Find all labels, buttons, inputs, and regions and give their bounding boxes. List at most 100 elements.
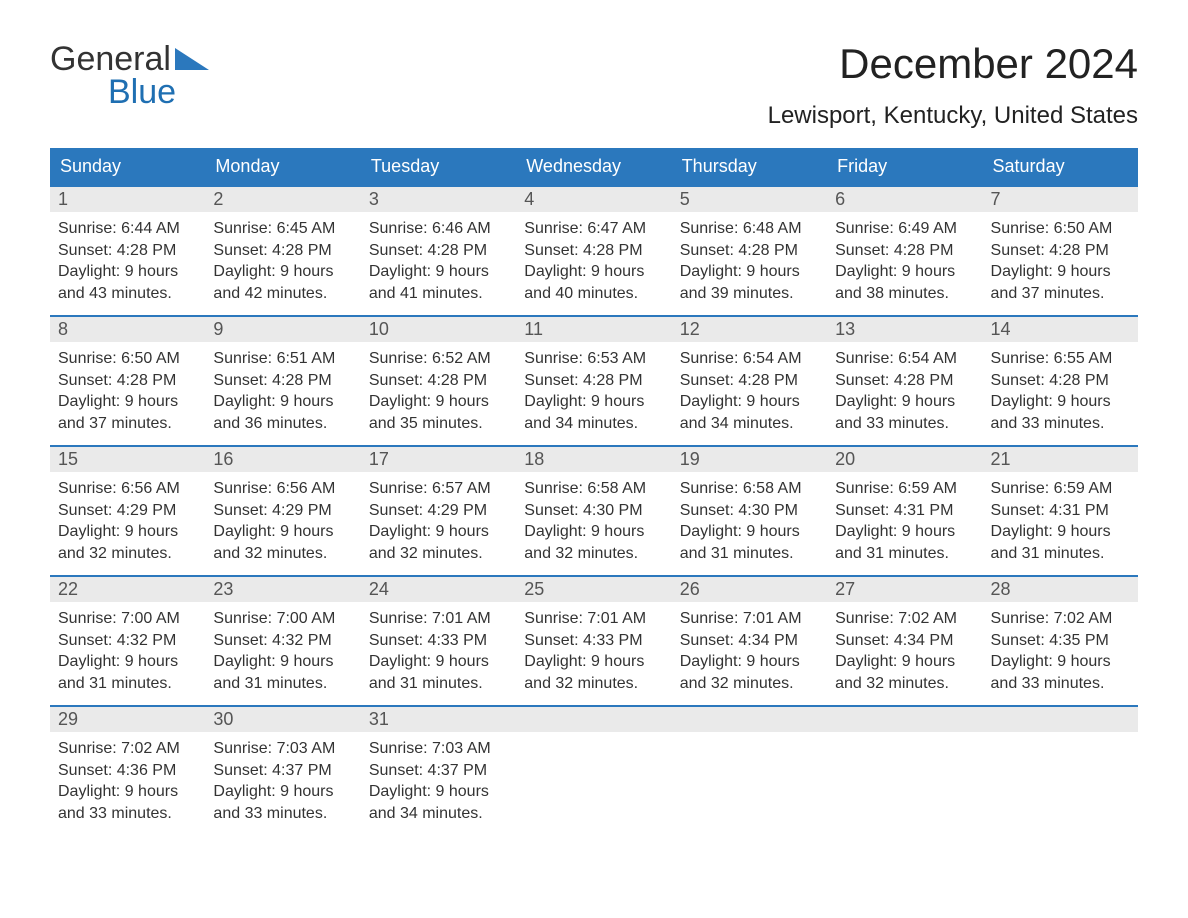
cell-body: Sunrise: 6:52 AMSunset: 4:28 PMDaylight:… <box>361 342 516 444</box>
cell-line-sunrise: Sunrise: 6:44 AM <box>58 218 197 240</box>
cell-body: Sunrise: 6:54 AMSunset: 4:28 PMDaylight:… <box>672 342 827 444</box>
cell-line-d2: and 39 minutes. <box>680 283 819 305</box>
cell-line-sunset: Sunset: 4:30 PM <box>680 500 819 522</box>
cell-line-d1: Daylight: 9 hours <box>835 391 974 413</box>
cell-body: Sunrise: 6:50 AMSunset: 4:28 PMDaylight:… <box>50 342 205 444</box>
calendar-cell: 13 Sunrise: 6:54 AMSunset: 4:28 PMDayligh… <box>827 317 982 445</box>
day-number: 13 <box>827 317 982 342</box>
cell-line-sunrise: Sunrise: 6:52 AM <box>369 348 508 370</box>
day-header: Wednesday <box>516 148 671 185</box>
cell-line-sunset: Sunset: 4:28 PM <box>213 370 352 392</box>
cell-line-sunrise: Sunrise: 6:58 AM <box>524 478 663 500</box>
day-number: 17 <box>361 447 516 472</box>
cell-body: Sunrise: 7:00 AMSunset: 4:32 PMDaylight:… <box>50 602 205 704</box>
cell-line-sunrise: Sunrise: 6:59 AM <box>835 478 974 500</box>
calendar-cell: 20Sunrise: 6:59 AMSunset: 4:31 PMDayligh… <box>827 447 982 575</box>
cell-line-d1: Daylight: 9 hours <box>369 781 508 803</box>
cell-body: Sunrise: 6:59 AMSunset: 4:31 PMDaylight:… <box>983 472 1138 574</box>
cell-line-d1: Daylight: 9 hours <box>991 391 1130 413</box>
cell-line-d2: and 31 minutes. <box>369 673 508 695</box>
cell-line-sunset: Sunset: 4:33 PM <box>369 630 508 652</box>
calendar-cell: 9Sunrise: 6:51 AMSunset: 4:28 PMDaylight… <box>205 317 360 445</box>
calendar-cell: 29Sunrise: 7:02 AMSunset: 4:36 PMDayligh… <box>50 707 205 835</box>
cell-body: Sunrise: 7:01 AMSunset: 4:33 PMDaylight:… <box>516 602 671 704</box>
calendar-cell: 17Sunrise: 6:57 AMSunset: 4:29 PMDayligh… <box>361 447 516 575</box>
cell-body: Sunrise: 6:53 AMSunset: 4:28 PMDaylight:… <box>516 342 671 444</box>
logo: General Blue <box>50 40 209 112</box>
cell-line-sunset: Sunset: 4:28 PM <box>369 370 508 392</box>
day-number: 1 <box>50 187 205 212</box>
day-number: 18 <box>516 447 671 472</box>
cell-line-d1: Daylight: 9 hours <box>58 391 197 413</box>
cell-line-d2: and 36 minutes. <box>213 413 352 435</box>
cell-line-sunrise: Sunrise: 7:02 AM <box>58 738 197 760</box>
cell-line-sunset: Sunset: 4:35 PM <box>991 630 1130 652</box>
cell-line-d2: and 34 minutes. <box>524 413 663 435</box>
cell-line-sunset: Sunset: 4:29 PM <box>369 500 508 522</box>
cell-line-sunset: Sunset: 4:32 PM <box>213 630 352 652</box>
cell-line-d1: Daylight: 9 hours <box>680 261 819 283</box>
cell-line-d2: and 42 minutes. <box>213 283 352 305</box>
calendar-cell <box>516 707 671 835</box>
cell-line-d2: and 33 minutes. <box>213 803 352 825</box>
cell-line-sunrise: Sunrise: 6:48 AM <box>680 218 819 240</box>
cell-line-sunrise: Sunrise: 6:54 AM <box>835 348 974 370</box>
day-number: 11 <box>516 317 671 342</box>
day-number: 15 <box>50 447 205 472</box>
calendar: SundayMondayTuesdayWednesdayThursdayFrid… <box>50 148 1138 835</box>
cell-line-d1: Daylight: 9 hours <box>58 781 197 803</box>
cell-line-sunset: Sunset: 4:29 PM <box>58 500 197 522</box>
calendar-cell: 26Sunrise: 7:01 AMSunset: 4:34 PMDayligh… <box>672 577 827 705</box>
cell-line-sunset: Sunset: 4:28 PM <box>680 370 819 392</box>
cell-line-d1: Daylight: 9 hours <box>991 651 1130 673</box>
day-number: 19 <box>672 447 827 472</box>
cell-line-d1: Daylight: 9 hours <box>524 651 663 673</box>
day-header: Tuesday <box>361 148 516 185</box>
calendar-cell: 24Sunrise: 7:01 AMSunset: 4:33 PMDayligh… <box>361 577 516 705</box>
cell-line-sunset: Sunset: 4:37 PM <box>369 760 508 782</box>
cell-body: Sunrise: 6:58 AMSunset: 4:30 PMDaylight:… <box>672 472 827 574</box>
cell-line-sunrise: Sunrise: 6:51 AM <box>213 348 352 370</box>
calendar-cell: 27Sunrise: 7:02 AMSunset: 4:34 PMDayligh… <box>827 577 982 705</box>
calendar-cell: 12Sunrise: 6:54 AMSunset: 4:28 PMDayligh… <box>672 317 827 445</box>
week-row: 15Sunrise: 6:56 AMSunset: 4:29 PMDayligh… <box>50 445 1138 575</box>
calendar-cell: 2Sunrise: 6:45 AMSunset: 4:28 PMDaylight… <box>205 187 360 315</box>
cell-line-sunset: Sunset: 4:33 PM <box>524 630 663 652</box>
calendar-cell: 21Sunrise: 6:59 AMSunset: 4:31 PMDayligh… <box>983 447 1138 575</box>
day-number-empty <box>827 707 982 732</box>
cell-body: Sunrise: 7:02 AMSunset: 4:34 PMDaylight:… <box>827 602 982 704</box>
day-number: 5 <box>672 187 827 212</box>
cell-line-sunrise: Sunrise: 6:58 AM <box>680 478 819 500</box>
day-header: Friday <box>827 148 982 185</box>
cell-line-sunset: Sunset: 4:34 PM <box>680 630 819 652</box>
day-number: 28 <box>983 577 1138 602</box>
day-number: 2 <box>205 187 360 212</box>
cell-line-sunrise: Sunrise: 7:02 AM <box>991 608 1130 630</box>
month-title: December 2024 <box>768 40 1138 88</box>
cell-line-d2: and 33 minutes. <box>835 413 974 435</box>
cell-line-d1: Daylight: 9 hours <box>369 391 508 413</box>
cell-line-sunset: Sunset: 4:28 PM <box>835 370 974 392</box>
cell-line-sunrise: Sunrise: 6:50 AM <box>58 348 197 370</box>
calendar-cell: 25Sunrise: 7:01 AMSunset: 4:33 PMDayligh… <box>516 577 671 705</box>
calendar-cell: 6Sunrise: 6:49 AMSunset: 4:28 PMDaylight… <box>827 187 982 315</box>
cell-line-d1: Daylight: 9 hours <box>213 261 352 283</box>
day-number-empty <box>983 707 1138 732</box>
cell-line-sunset: Sunset: 4:28 PM <box>991 370 1130 392</box>
day-number: 27 <box>827 577 982 602</box>
calendar-cell: 3Sunrise: 6:46 AMSunset: 4:28 PMDaylight… <box>361 187 516 315</box>
calendar-cell: 31 Sunrise: 7:03 AMSunset: 4:37 PMDayligh… <box>361 707 516 835</box>
cell-line-d2: and 32 minutes. <box>524 673 663 695</box>
cell-line-sunrise: Sunrise: 7:00 AM <box>213 608 352 630</box>
cell-line-sunrise: Sunrise: 6:59 AM <box>991 478 1130 500</box>
day-number: 30 <box>205 707 360 732</box>
cell-line-sunrise: Sunrise: 7:03 AM <box>369 738 508 760</box>
day-number: 21 <box>983 447 1138 472</box>
cell-body: Sunrise: 7:00 AMSunset: 4:32 PMDaylight:… <box>205 602 360 704</box>
cell-body: Sunrise: 7:02 AMSunset: 4:36 PMDaylight:… <box>50 732 205 834</box>
day-number-empty <box>516 707 671 732</box>
day-number: 31 <box>361 707 516 732</box>
cell-line-d2: and 40 minutes. <box>524 283 663 305</box>
cell-line-d1: Daylight: 9 hours <box>369 651 508 673</box>
cell-line-d2: and 31 minutes. <box>835 543 974 565</box>
